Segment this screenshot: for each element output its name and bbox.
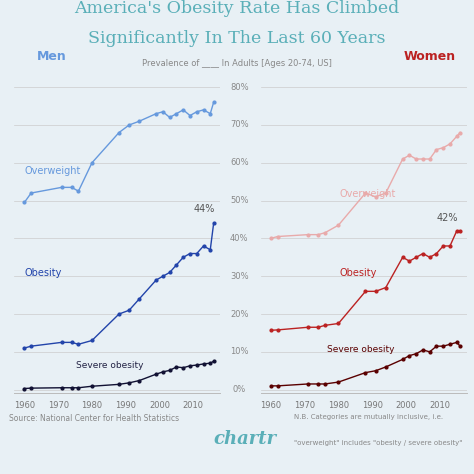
Text: "overweight" includes "obesity / severe obesity": "overweight" includes "obesity / severe … [294, 440, 462, 446]
Text: 80%: 80% [230, 82, 249, 91]
Text: 0%: 0% [233, 385, 246, 394]
Text: 44%: 44% [193, 204, 215, 214]
Text: Obesity: Obesity [339, 268, 376, 278]
Text: Overweight: Overweight [25, 166, 81, 176]
Text: Prevalence of ____ In Adults [Ages 20-74, US]: Prevalence of ____ In Adults [Ages 20-74… [142, 59, 332, 68]
Text: 60%: 60% [230, 158, 249, 167]
Text: Severe obesity: Severe obesity [76, 361, 144, 370]
Text: America's Obesity Rate Has Climbed: America's Obesity Rate Has Climbed [74, 0, 400, 17]
Text: 10%: 10% [230, 347, 249, 356]
Text: Overweight: Overweight [339, 189, 395, 199]
Text: N.B. Categories are mutually inclusive, i.e.: N.B. Categories are mutually inclusive, … [294, 413, 443, 419]
Text: Source: National Center for Health Statistics: Source: National Center for Health Stati… [9, 413, 180, 422]
Text: Significantly In The Last 60 Years: Significantly In The Last 60 Years [88, 30, 386, 47]
Text: 70%: 70% [230, 120, 249, 129]
Text: 20%: 20% [230, 310, 249, 319]
Text: 30%: 30% [230, 272, 249, 281]
Text: Men: Men [36, 50, 66, 63]
Text: 40%: 40% [230, 234, 249, 243]
Text: 50%: 50% [230, 196, 249, 205]
Text: Women: Women [404, 50, 456, 63]
Text: 42%: 42% [437, 213, 458, 223]
Text: Obesity: Obesity [25, 268, 62, 278]
Text: chartr: chartr [213, 429, 276, 447]
Text: Severe obesity: Severe obesity [327, 345, 394, 354]
